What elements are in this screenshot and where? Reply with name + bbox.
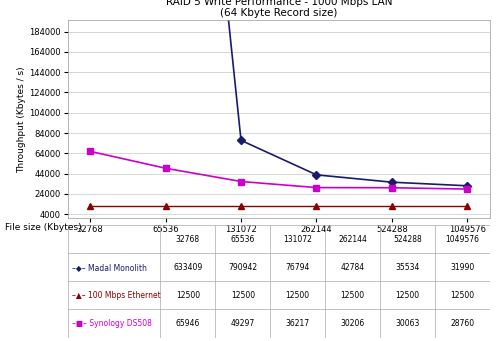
Text: 12500: 12500 xyxy=(176,291,200,300)
Text: 35534: 35534 xyxy=(396,263,420,272)
Text: 12500: 12500 xyxy=(286,291,310,300)
Text: 65946: 65946 xyxy=(176,319,200,328)
Text: 65536: 65536 xyxy=(230,235,255,243)
Text: 30206: 30206 xyxy=(340,319,365,328)
Text: 76794: 76794 xyxy=(286,263,310,272)
Text: 262144: 262144 xyxy=(338,235,367,243)
Text: 1049576: 1049576 xyxy=(446,235,480,243)
Text: 12500: 12500 xyxy=(396,291,419,300)
Text: 524288: 524288 xyxy=(393,235,422,243)
Y-axis label: Throughput (Kbytes / s): Throughput (Kbytes / s) xyxy=(17,66,26,173)
Text: –▲– 100 Mbps Ethernet: –▲– 100 Mbps Ethernet xyxy=(72,291,160,300)
Text: 790942: 790942 xyxy=(228,263,258,272)
Text: 12500: 12500 xyxy=(450,291,474,300)
Text: 12500: 12500 xyxy=(231,291,255,300)
Text: –■– Synology DS508: –■– Synology DS508 xyxy=(72,319,152,328)
Text: 633409: 633409 xyxy=(174,263,203,272)
Text: 42784: 42784 xyxy=(340,263,365,272)
Title: RAID 5 Write Performance - 1000 Mbps LAN
(64 Kbyte Record size): RAID 5 Write Performance - 1000 Mbps LAN… xyxy=(166,0,392,18)
Text: –◆– Madal Monolith: –◆– Madal Monolith xyxy=(72,263,146,272)
Text: 30063: 30063 xyxy=(396,319,420,328)
Text: 49297: 49297 xyxy=(230,319,255,328)
Text: 131072: 131072 xyxy=(284,235,312,243)
Text: 31990: 31990 xyxy=(450,263,474,272)
Text: 12500: 12500 xyxy=(340,291,365,300)
Text: 28760: 28760 xyxy=(450,319,474,328)
Text: 32768: 32768 xyxy=(176,235,200,243)
Text: File size (Kbytes): File size (Kbytes) xyxy=(5,223,82,232)
Text: 36217: 36217 xyxy=(286,319,310,328)
